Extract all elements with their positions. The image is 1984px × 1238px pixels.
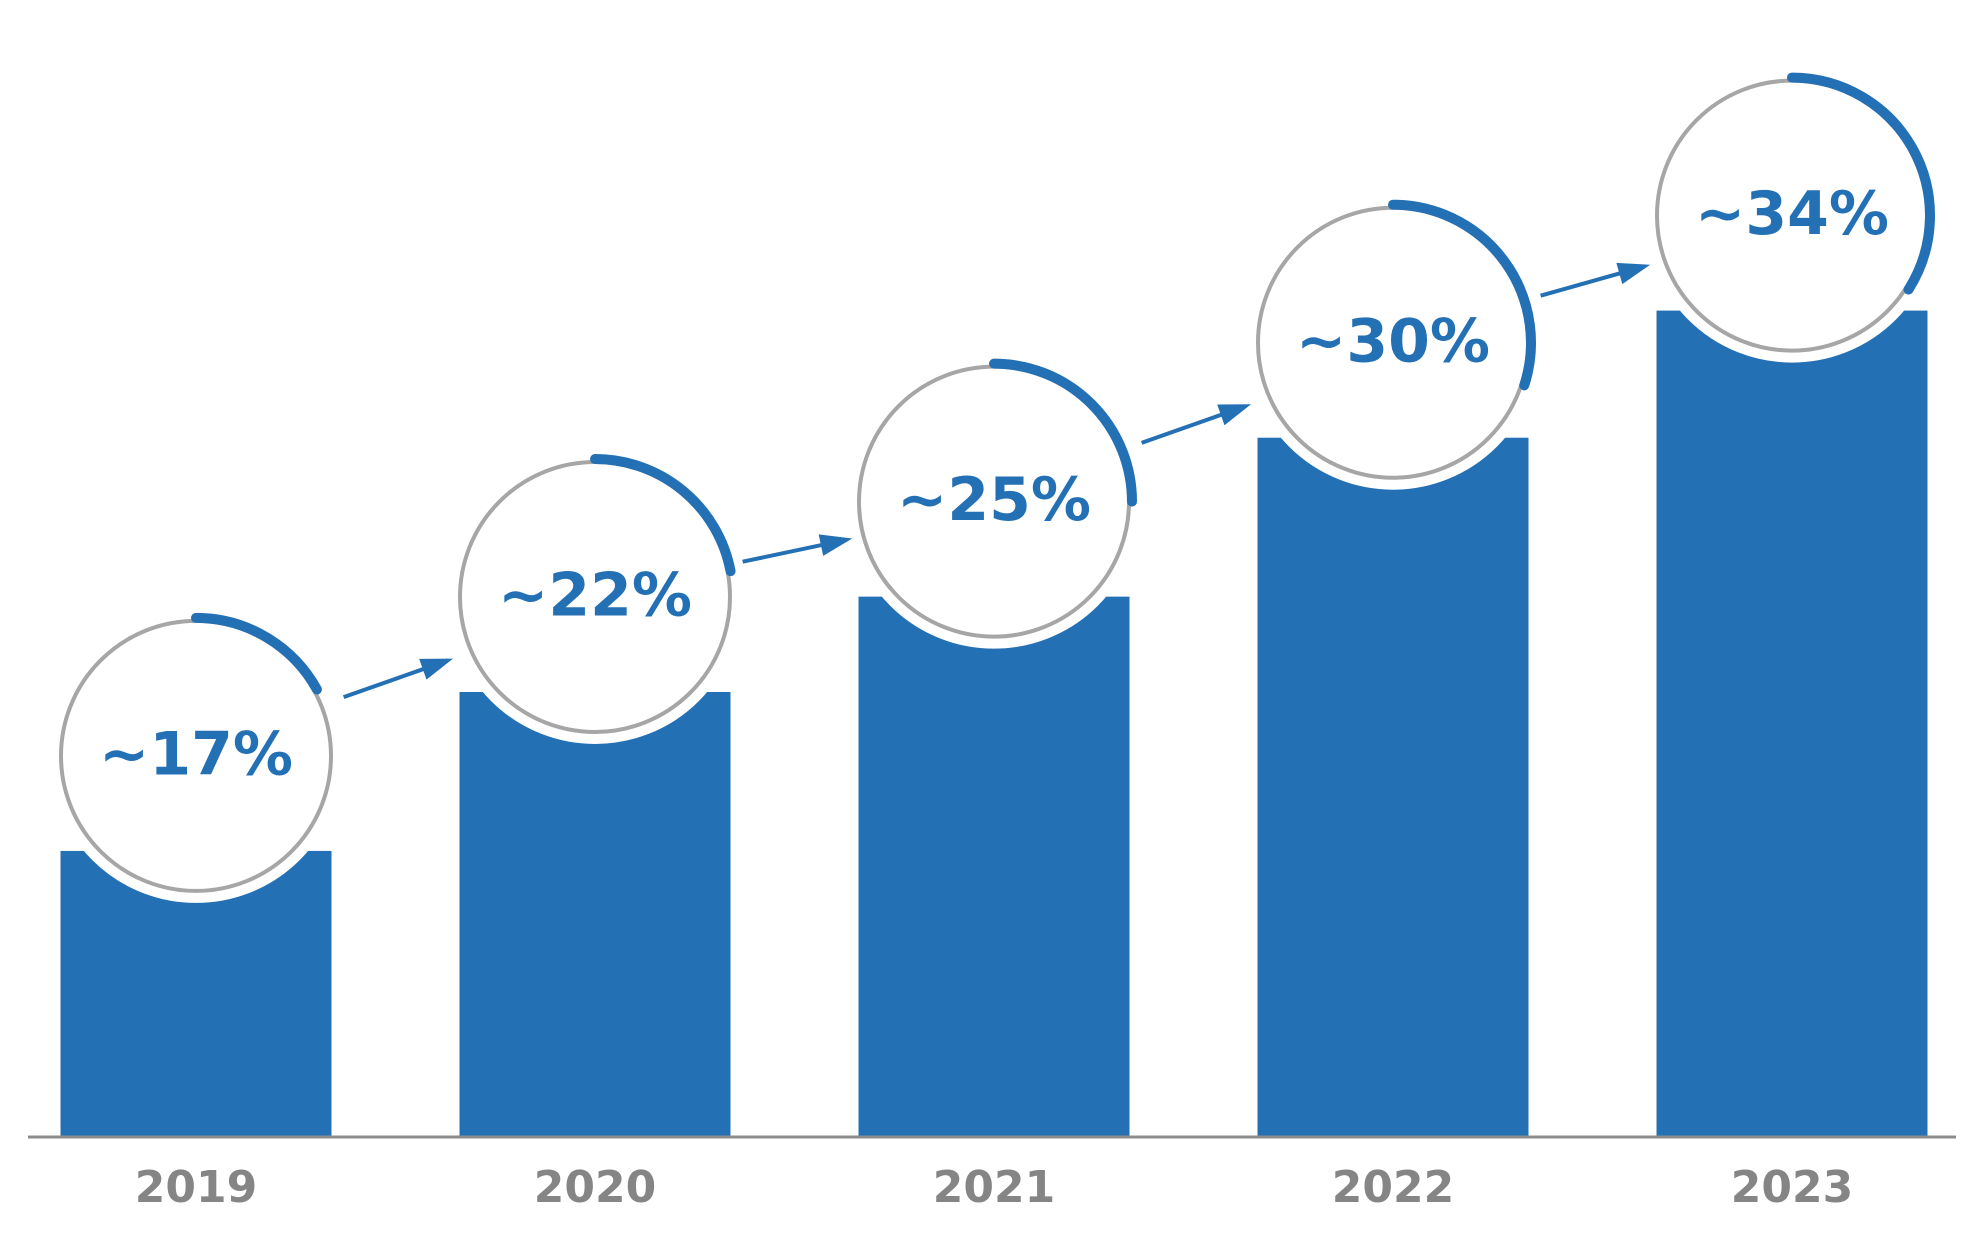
value-label: ~25%: [897, 465, 1091, 535]
progress-arc: [989, 358, 1137, 507]
x-tick-label: 2019: [135, 1162, 257, 1213]
progress-arc: [590, 454, 736, 577]
bar: [858, 596, 1130, 1137]
progress-arc: [1388, 199, 1536, 391]
progress-arc: [1787, 72, 1935, 295]
arrow-head: [818, 534, 853, 556]
arrow-head: [1217, 404, 1252, 426]
value-label: ~34%: [1695, 179, 1889, 249]
progress-arc: [191, 612, 322, 695]
value-label: ~17%: [99, 720, 293, 790]
value-label: ~30%: [1296, 306, 1490, 376]
value-label: ~22%: [498, 561, 692, 631]
bar: [1257, 437, 1529, 1137]
x-tick-label: 2021: [933, 1162, 1055, 1213]
x-tick-label: 2022: [1332, 1162, 1454, 1213]
x-tick-label: 2020: [534, 1162, 656, 1213]
arrow-head: [1616, 262, 1651, 285]
x-tick-label: 2023: [1731, 1162, 1853, 1213]
bar: [1656, 310, 1928, 1138]
arrow-head: [419, 658, 454, 680]
bar: [459, 692, 731, 1137]
